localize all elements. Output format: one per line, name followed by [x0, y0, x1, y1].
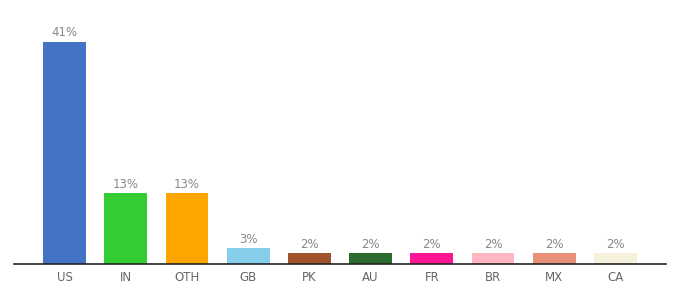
Text: 13%: 13%	[174, 178, 200, 191]
Text: 3%: 3%	[239, 232, 258, 246]
Bar	[410, 253, 453, 264]
Text: 13%: 13%	[113, 178, 139, 191]
Bar	[227, 248, 270, 264]
Bar	[166, 194, 209, 264]
Bar	[288, 253, 331, 264]
Bar	[532, 253, 575, 264]
Text: 41%: 41%	[52, 26, 78, 39]
Bar	[594, 253, 636, 264]
Bar	[471, 253, 514, 264]
Text: 2%: 2%	[422, 238, 441, 251]
Bar	[349, 253, 392, 264]
Text: 2%: 2%	[606, 238, 625, 251]
Text: 2%: 2%	[483, 238, 503, 251]
Text: 2%: 2%	[545, 238, 564, 251]
Text: 2%: 2%	[361, 238, 380, 251]
Bar	[105, 194, 148, 264]
Text: 2%: 2%	[300, 238, 319, 251]
Bar	[44, 42, 86, 264]
